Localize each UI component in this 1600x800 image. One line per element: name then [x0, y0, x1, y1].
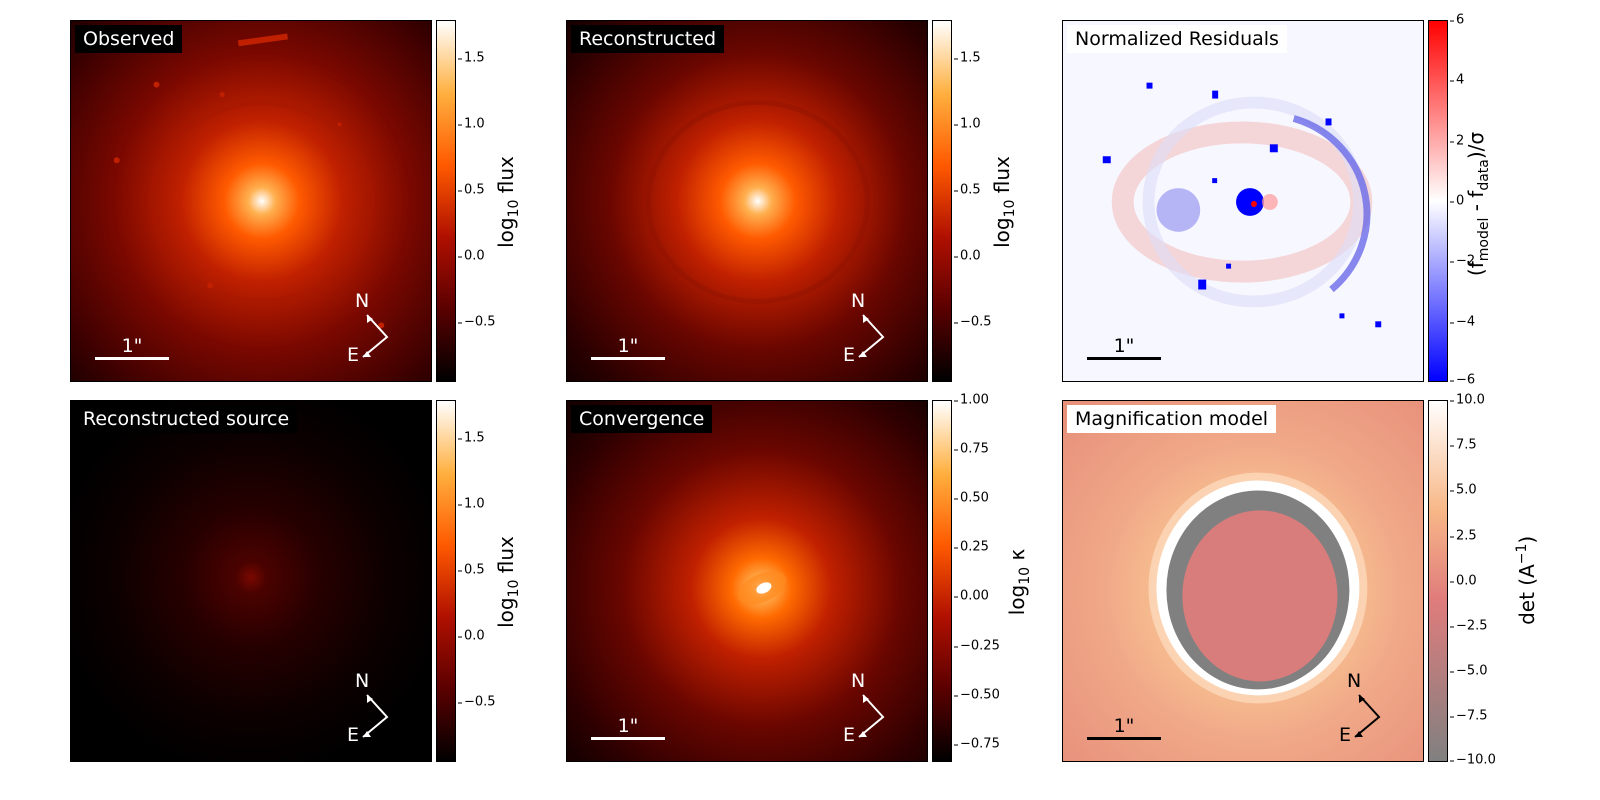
- magnification-title: Magnification model: [1067, 405, 1277, 433]
- compass-east-label: E: [1339, 724, 1351, 745]
- compass-east-label: E: [843, 344, 855, 365]
- observed-colorbar-label: log10 flux: [493, 156, 522, 248]
- observed-compass: N E: [347, 290, 389, 365]
- residuals-title: Normalized Residuals: [1067, 25, 1287, 53]
- source-title: Reconstructed source: [75, 405, 298, 433]
- source-colorbar: [436, 400, 456, 762]
- convergence-scale-label: 1": [617, 715, 639, 737]
- residuals-map: [1063, 21, 1423, 381]
- magnification-map: [1063, 401, 1423, 761]
- compass-east-label: E: [347, 724, 359, 745]
- convergence-colorbar-label: log10 κ: [1005, 548, 1034, 616]
- observed-image: Observed 1" N E: [70, 20, 432, 382]
- magnification-colorbar: [1428, 400, 1448, 762]
- reconstructed-colorbar-label: log10 flux: [989, 156, 1018, 248]
- source-compass: N E: [347, 670, 389, 745]
- residuals-image: Normalized Residuals 1": [1062, 20, 1424, 382]
- compass-north-label: N: [851, 670, 865, 692]
- magnification-scale-bar: [1087, 737, 1161, 740]
- convergence-map: [567, 401, 927, 761]
- magnification-compass: N E: [1339, 670, 1381, 745]
- observed-title: Observed: [75, 25, 183, 53]
- compass-north-label: N: [355, 670, 369, 692]
- reconstructed-scale-bar: [591, 357, 665, 360]
- convergence-compass: N E: [843, 670, 885, 745]
- source-flux-map: [71, 401, 431, 761]
- convergence-scale-bar: [591, 737, 665, 740]
- residuals-scale-label: 1": [1113, 335, 1135, 357]
- magnification-scale-label: 1": [1113, 715, 1135, 737]
- magnification-image: Magnification model 1" N E: [1062, 400, 1424, 762]
- observed-flux-map: [71, 21, 431, 381]
- compass-east-label: E: [347, 344, 359, 365]
- magnification-colorbar-label: det (A−1): [1514, 535, 1539, 625]
- compass-north-label: N: [851, 290, 865, 312]
- source-image: Reconstructed source N E: [70, 400, 432, 762]
- convergence-colorbar: [932, 400, 952, 762]
- observed-scale-label: 1": [121, 335, 143, 357]
- residuals-colorbar-label: (fmodel - fdata)/σ: [1464, 131, 1493, 277]
- compass-east-label: E: [843, 724, 855, 745]
- reconstructed-title: Reconstructed: [571, 25, 724, 53]
- reconstructed-colorbar: [932, 20, 952, 382]
- observed-colorbar: [436, 20, 456, 382]
- observed-scale-bar: [95, 357, 169, 360]
- reconstructed-image: Reconstructed 1" N E: [566, 20, 928, 382]
- reconstructed-scale-label: 1": [617, 335, 639, 357]
- residuals-scale-bar: [1087, 357, 1161, 360]
- residuals-colorbar: [1428, 20, 1448, 382]
- source-colorbar-label: log10 flux: [493, 536, 522, 628]
- convergence-title: Convergence: [571, 405, 713, 433]
- compass-north-label: N: [1347, 670, 1361, 692]
- convergence-image: Convergence 1" N E: [566, 400, 928, 762]
- reconstructed-compass: N E: [843, 290, 885, 365]
- reconstructed-flux-map: [567, 21, 927, 381]
- compass-north-label: N: [355, 290, 369, 312]
